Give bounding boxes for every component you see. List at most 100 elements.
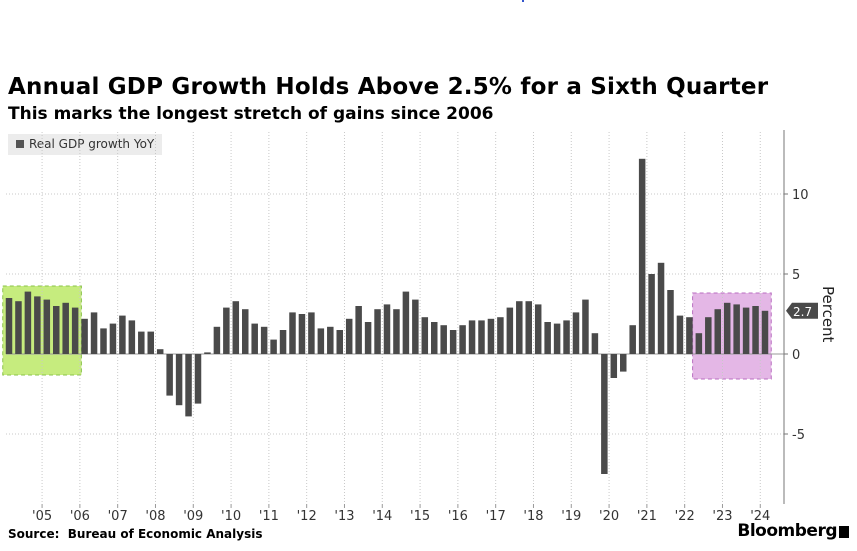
bar (374, 309, 381, 354)
bar (327, 326, 334, 354)
legend: Real GDP growth YoY (8, 134, 163, 155)
bar (534, 304, 542, 354)
x-tick-label: '07 (108, 509, 128, 524)
bar (648, 274, 655, 354)
bar (175, 354, 183, 406)
chart-title: Annual GDP Growth Holds Above 2.5% for a… (8, 74, 769, 100)
chart-subtitle: This marks the longest stretch of gains … (8, 104, 494, 124)
bar (506, 307, 514, 354)
bar (638, 158, 646, 354)
bar (81, 318, 88, 354)
bar (336, 330, 343, 354)
decorative-dot (522, 0, 524, 2)
x-tick-label: '22 (675, 509, 695, 524)
bar (62, 302, 69, 354)
bar (223, 307, 230, 354)
bar (71, 307, 79, 354)
bar (355, 306, 362, 354)
bar (90, 312, 98, 354)
x-tick-label: '20 (599, 509, 619, 524)
legend-swatch (16, 140, 24, 148)
y-tick-label: 0 (792, 348, 800, 363)
bar (393, 309, 400, 354)
last-value-flag (786, 302, 818, 319)
bar (298, 314, 306, 354)
x-tick-label: '19 (561, 509, 581, 524)
bar (308, 312, 315, 354)
bar (629, 325, 636, 354)
bar (752, 306, 759, 354)
y-axis-title: Percent (819, 286, 837, 343)
bar (742, 307, 750, 354)
bar (156, 349, 164, 354)
x-tick-label: '15 (410, 509, 430, 524)
bar (497, 317, 504, 354)
bar (232, 301, 240, 354)
x-tick-label: '24 (750, 509, 770, 524)
x-tick-label: '10 (221, 509, 241, 524)
bar (761, 310, 769, 354)
bar (516, 301, 523, 354)
bar (194, 354, 202, 404)
x-tick-label: '09 (183, 509, 203, 524)
bar (213, 326, 221, 354)
bar (53, 306, 60, 354)
bar (138, 331, 145, 354)
x-tick-label: '12 (297, 509, 317, 524)
bar (544, 322, 551, 354)
bar (468, 320, 476, 354)
bar (601, 354, 608, 474)
highlight-box (692, 292, 772, 380)
bar (591, 333, 599, 354)
bar (657, 262, 665, 354)
x-tick-label: '14 (372, 509, 392, 524)
bar (478, 320, 485, 354)
bar (695, 333, 703, 354)
bar (242, 309, 249, 354)
x-tick-label: '21 (637, 509, 657, 524)
bar (431, 322, 438, 354)
x-tick-label: '18 (523, 509, 543, 524)
x-tick-label: '16 (448, 509, 468, 524)
bar (421, 317, 429, 354)
bar (147, 331, 154, 354)
bar (279, 330, 287, 354)
bar (166, 354, 173, 396)
bar (402, 291, 410, 354)
source-text: Bureau of Economic Analysis (67, 527, 263, 541)
bar (204, 352, 211, 354)
bar (487, 318, 495, 354)
bar (723, 302, 731, 354)
y-tick-label: 5 (792, 268, 800, 283)
bar (5, 298, 13, 354)
bar (24, 291, 32, 354)
source-label: Source: (8, 527, 60, 541)
x-tick-label: '13 (334, 509, 354, 524)
bar (705, 317, 712, 354)
source-note: Source: Bureau of Economic Analysis (8, 527, 262, 541)
bar (676, 315, 684, 354)
brand-mark-icon (839, 526, 849, 538)
bar (714, 309, 721, 354)
bar (553, 323, 561, 354)
bar (364, 322, 372, 354)
bar (610, 354, 618, 378)
bar (686, 317, 693, 354)
bar (185, 354, 192, 417)
brand-logo: Bloomberg (737, 521, 837, 541)
legend-label: Real GDP growth YoY (29, 137, 155, 151)
bar (260, 326, 268, 354)
bar (563, 320, 570, 354)
bar (100, 328, 107, 354)
bar (289, 312, 296, 354)
x-tick-label: '06 (70, 509, 90, 524)
bar (345, 318, 353, 354)
bar (34, 296, 41, 354)
x-tick-label: '23 (712, 509, 732, 524)
bar (525, 301, 532, 354)
bar (15, 301, 22, 354)
bar (43, 299, 51, 354)
bar (667, 290, 674, 354)
bar (572, 312, 580, 354)
bar (620, 354, 627, 372)
